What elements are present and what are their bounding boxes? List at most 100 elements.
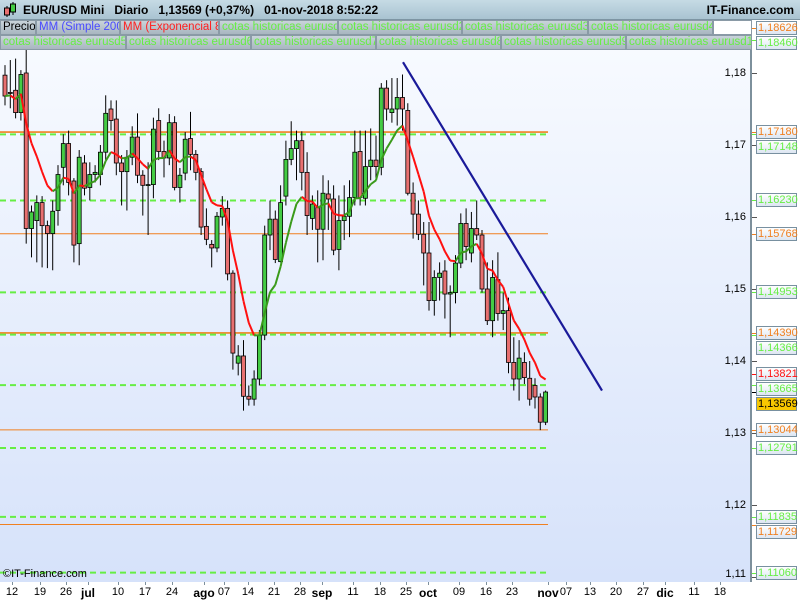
- ema-8-segment: [216, 204, 223, 208]
- ema-8-segment: [189, 155, 197, 161]
- x-month-label: dic: [656, 586, 674, 600]
- level-tick: [752, 524, 756, 526]
- ema-8-segment: [406, 140, 415, 158]
- ema-8-segment: [401, 125, 409, 141]
- price-axis: 1,18626 1,18460 1,17180 1,17148 1,16230 1,157…: [752, 20, 800, 582]
- legend-tab[interactable]: MM (Simple 200): [36, 20, 120, 35]
- candle-up: [336, 220, 342, 250]
- x-tick-mark: [172, 582, 173, 585]
- y-tick-label: 1,14: [724, 355, 746, 367]
- level-tick: [752, 516, 756, 518]
- candle-up: [378, 87, 384, 168]
- candle-up: [92, 171, 98, 175]
- candle-up: [256, 334, 262, 380]
- candle-down: [203, 225, 209, 240]
- legend-row-1: Precio MM (Simple 200) MM (Exponencial 8) c…: [0, 20, 752, 36]
- price-chart[interactable]: [0, 50, 752, 582]
- candle-down: [405, 110, 411, 194]
- x-tick-label: 27: [636, 586, 650, 598]
- legend-tab[interactable]: MM (Exponencial 8): [120, 20, 219, 35]
- ema-8-segment: [136, 157, 144, 165]
- legend-tab[interactable]: cotas historicas eurusd4: [588, 20, 713, 35]
- x-tick-label: 11: [688, 586, 700, 598]
- legend-tab[interactable]: cotas historicas eurusd6: [126, 35, 251, 50]
- candle-up: [87, 174, 93, 188]
- ema-8-segment: [79, 184, 85, 188]
- ema-8-segment: [194, 159, 203, 176]
- candle-down: [71, 180, 77, 246]
- ema-8-segment: [370, 179, 377, 186]
- ema-8-segment: [438, 238, 446, 252]
- candle-up: [150, 128, 156, 186]
- candle-up: [309, 203, 315, 219]
- candle-down: [13, 89, 19, 113]
- current-price-label: 1,13569: [756, 396, 798, 411]
- ema-8-segment: [9, 94, 17, 101]
- x-tick-mark: [118, 582, 119, 585]
- x-tick-mark: [353, 582, 354, 585]
- level-price-label: 1,17148: [756, 140, 798, 155]
- candle-up: [453, 262, 458, 294]
- ema-8-segment: [73, 184, 81, 195]
- brand-label[interactable]: IT-Finance.com: [706, 3, 794, 17]
- candle-up: [368, 159, 374, 168]
- legend-tab[interactable]: Precio: [0, 20, 36, 35]
- ema-8-segment: [523, 339, 531, 354]
- x-tick-label: 19: [33, 586, 47, 598]
- legend-tab[interactable]: cotas historicas eurusd9: [501, 35, 626, 50]
- legend-tab[interactable]: cotas historicas eurusd: [219, 20, 338, 35]
- candle-down: [527, 377, 533, 400]
- ema-8-segment: [30, 142, 38, 157]
- x-month-label: oct: [419, 586, 437, 600]
- level-price-label: 1,17180: [756, 125, 798, 140]
- x-tick-mark: [224, 582, 225, 585]
- x-tick-label: 12: [5, 586, 19, 598]
- level-price-label: 1,13821: [756, 366, 798, 381]
- candle-down: [315, 207, 321, 230]
- candle-down: [506, 310, 511, 363]
- candle-up: [267, 218, 273, 236]
- legend-tab[interactable]: [713, 20, 752, 35]
- x-tick-label: 24: [165, 586, 179, 598]
- ema-8-segment: [237, 273, 245, 302]
- legend-tab[interactable]: cotas historicas eurusd3: [462, 20, 588, 35]
- y-tick-mark: [752, 505, 757, 506]
- candle-up: [18, 74, 24, 114]
- x-tick-mark: [300, 582, 301, 585]
- ema-8-segment: [359, 190, 367, 199]
- y-tick-mark: [752, 361, 757, 362]
- legend-tab[interactable]: cotas historicas eurusd7: [251, 35, 376, 50]
- ema-8-segment: [179, 156, 186, 163]
- ema-8-segment: [380, 148, 388, 161]
- x-tick-mark: [88, 582, 89, 585]
- x-tick-mark: [428, 582, 429, 585]
- ema-8-segment: [454, 252, 462, 262]
- candle-up: [516, 357, 522, 380]
- candle-up: [468, 228, 474, 254]
- candle-down: [479, 234, 485, 290]
- level-price-label: 1,14390: [756, 325, 798, 340]
- x-tick-mark: [204, 582, 205, 585]
- ema-8-segment: [444, 250, 452, 262]
- level-tick: [752, 334, 756, 336]
- legend-tab[interactable]: cotas historicas eurusd10: [626, 35, 752, 50]
- title-bar: EUR/USD Mini Diario 1,13569 (+0,37%) 01-…: [0, 0, 800, 20]
- y-tick-label: 1,15: [724, 283, 746, 295]
- candle-down: [400, 97, 405, 110]
- candle-down: [119, 162, 124, 173]
- legend-tab[interactable]: cotas historicas eurusd5: [0, 35, 126, 50]
- legend-tab[interactable]: cotas historicas eurusd8: [376, 35, 501, 50]
- legend-tab[interactable]: cotas historicas eurusd2: [338, 20, 462, 35]
- ema-8-segment: [343, 210, 351, 217]
- x-tick-mark: [643, 582, 644, 585]
- candle-down: [230, 272, 236, 354]
- ema-8-segment: [46, 184, 54, 192]
- ema-8-segment: [391, 129, 399, 141]
- ema-8-segment: [311, 201, 319, 209]
- ema-8-segment: [475, 243, 483, 255]
- y-tick-label: 1,12: [724, 499, 746, 511]
- level-price-label: 1,15768: [756, 226, 798, 241]
- y-tick-mark: [752, 73, 757, 74]
- candle-up: [283, 159, 289, 197]
- x-tick-mark: [66, 582, 67, 585]
